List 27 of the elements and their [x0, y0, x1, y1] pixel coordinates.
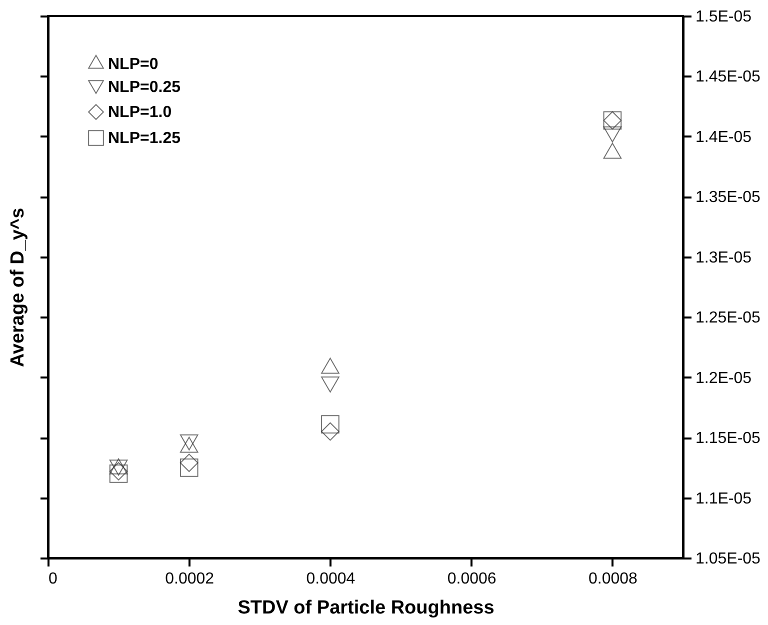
x-tick-label: 0 [48, 570, 58, 588]
y-tick-label: 1.15E-05 [696, 430, 761, 448]
point [321, 415, 340, 434]
y-tick-label: 1.1E-05 [696, 490, 752, 508]
x-axis-title: STDV of Particle Roughness [238, 598, 494, 618]
y-tick-label: 1.05E-05 [696, 550, 761, 568]
y-tick-label: 1.2E-05 [696, 370, 752, 387]
x-tick-label: 0.0004 [306, 570, 356, 588]
legend-label: NLP=1.0 [108, 104, 172, 121]
point [180, 454, 198, 472]
legend-label: NLP=1.25 [108, 130, 181, 147]
y-tick-label: 1.35E-05 [696, 189, 761, 206]
point [603, 126, 622, 142]
x-tick-label: 0.0006 [447, 570, 496, 588]
legend-label: NLP=0.25 [108, 79, 181, 96]
legend-label: NLP=0 [108, 56, 158, 73]
point [180, 458, 198, 477]
y-tick-label: 1.3E-05 [696, 249, 752, 266]
x-tick-label: 0.0002 [165, 570, 214, 588]
y-tick-label: 1.5E-05 [696, 8, 752, 26]
y-tick-label: 1.25E-05 [696, 310, 761, 327]
point [321, 376, 340, 393]
point [321, 422, 340, 441]
y-tick-label: 1.45E-05 [696, 68, 761, 86]
y-tick-label: 1.4E-05 [696, 128, 752, 146]
y-axis-title: Average of D_y^s [8, 208, 28, 368]
x-tick-label: 0.0008 [588, 570, 638, 588]
